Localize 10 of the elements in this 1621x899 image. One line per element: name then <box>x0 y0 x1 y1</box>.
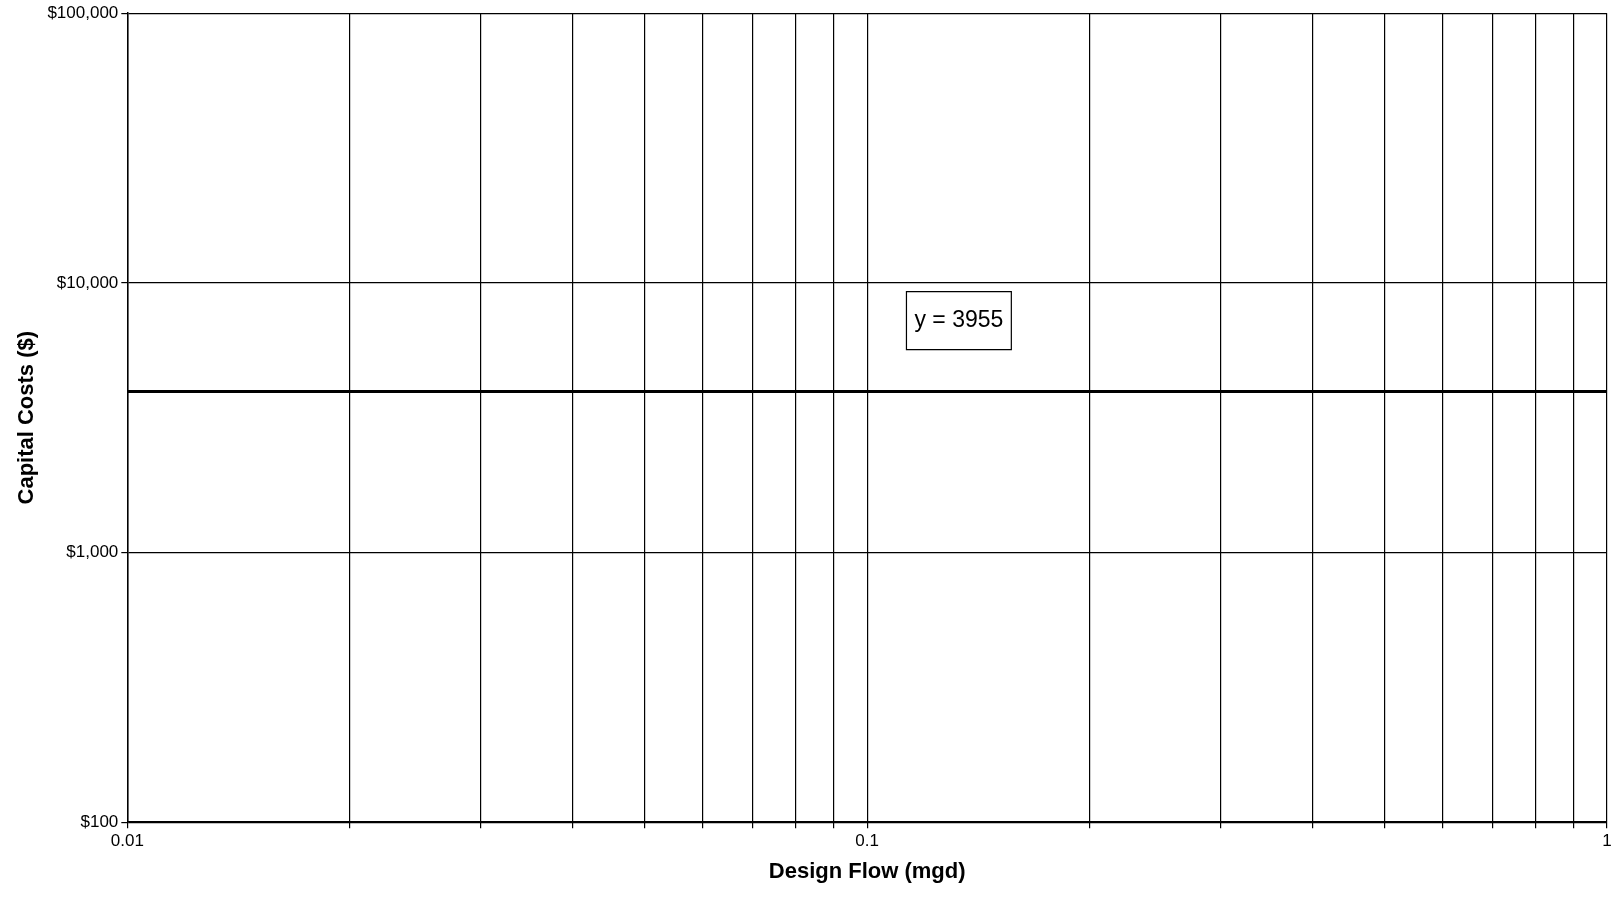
x-tick-label: 0.01 <box>110 831 144 851</box>
x-tick-label: 1 <box>1602 831 1612 851</box>
y-tick-label: $1,000 <box>66 542 119 562</box>
y-tick-label: $10,000 <box>56 272 119 292</box>
x-axis-title: Design Flow (mgd) <box>768 857 966 883</box>
x-tick-label: 0.1 <box>855 831 879 851</box>
y-axis-title: Capital Costs ($) <box>13 330 39 505</box>
y-tick-label: $100 <box>80 811 119 831</box>
y-tick-label: $100,000 <box>47 2 119 22</box>
annotation: y = 3955 <box>914 305 1004 332</box>
